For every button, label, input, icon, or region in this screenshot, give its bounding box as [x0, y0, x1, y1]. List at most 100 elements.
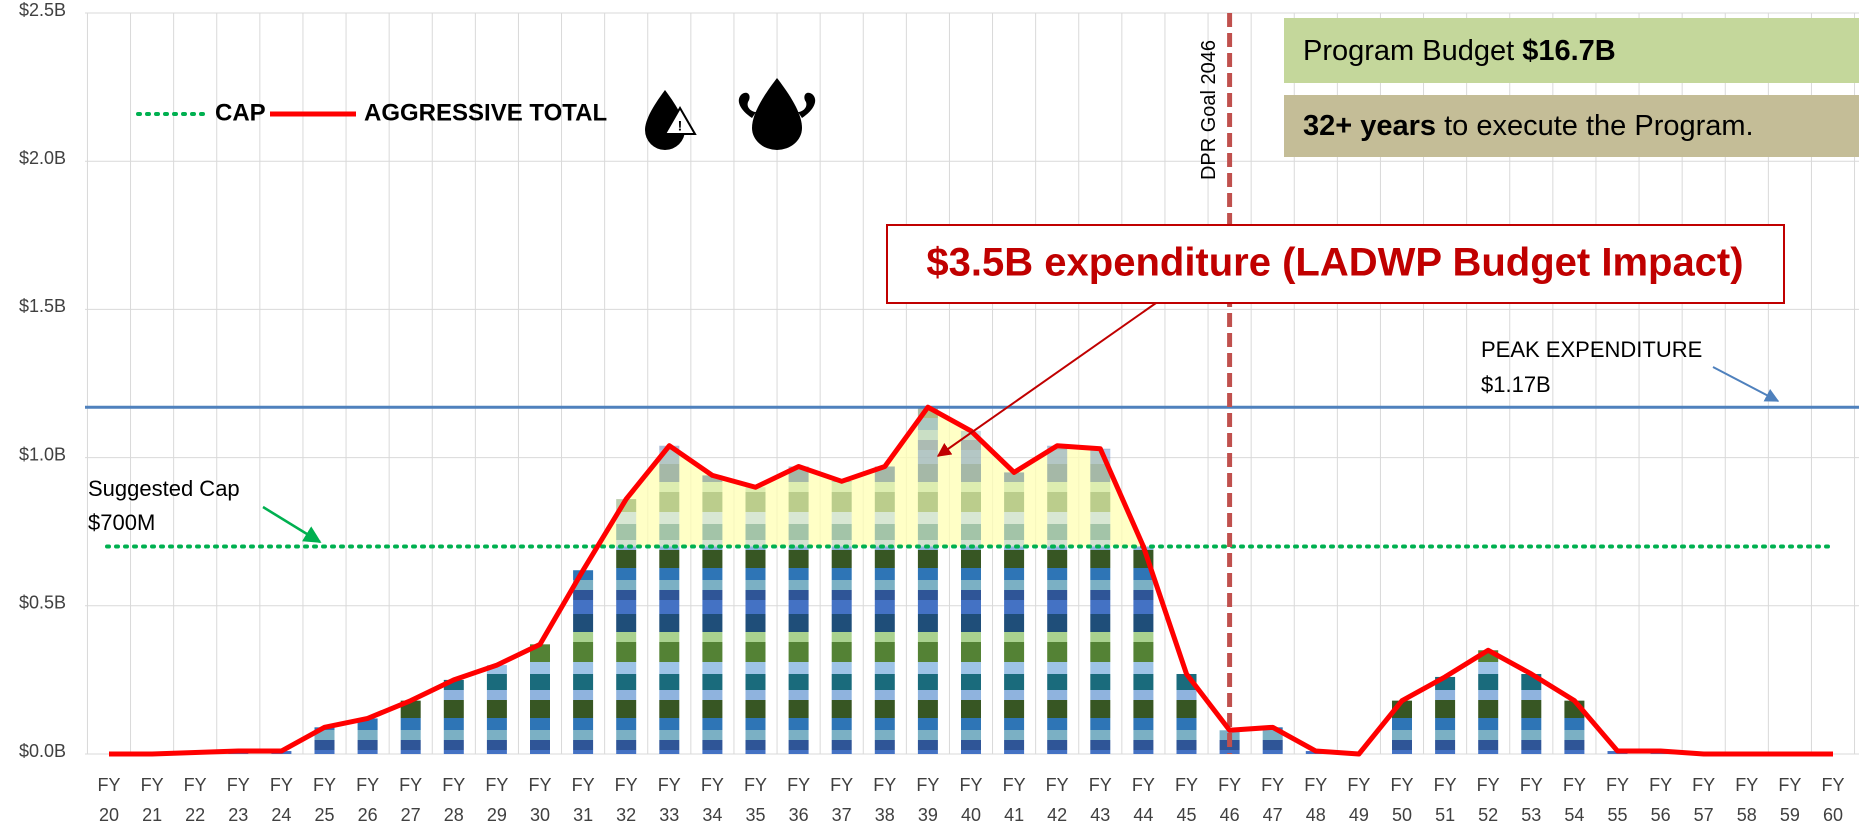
x-tick-label: FY 21 — [140, 775, 164, 825]
budget-box — [1284, 18, 1859, 83]
callout-text: $3.5B expenditure (LADWP Budget Impact) — [926, 241, 1743, 285]
bar — [831, 546, 852, 754]
x-tick-label: FY 36 — [787, 775, 811, 825]
x-tick-label: FY 30 — [528, 775, 552, 825]
bar — [702, 546, 723, 754]
bar-excess — [917, 407, 938, 547]
peak-arrow — [1712, 366, 1780, 402]
x-tick-label: FY 27 — [399, 775, 423, 825]
years-label: to execute the Program. — [1436, 110, 1754, 142]
dpr-goal-label: DPR Goal 2046 — [1198, 40, 1220, 180]
x-tick-label: FY 23 — [226, 775, 250, 825]
x-tick-label: FY 31 — [571, 775, 595, 825]
x-tick-label: FY 49 — [1347, 775, 1371, 825]
bar-excess — [961, 430, 981, 547]
x-tick-label: FY 24 — [269, 775, 293, 825]
legend-total-label: AGGRESSIVE TOTAL — [364, 99, 607, 126]
bar — [573, 570, 594, 754]
x-tick-label: FY 41 — [1002, 775, 1026, 825]
bar — [443, 679, 464, 754]
bar — [659, 546, 680, 754]
y-tick-label: $1.5B — [19, 296, 66, 316]
years-box — [1284, 95, 1859, 157]
bar — [788, 546, 809, 754]
bar — [961, 546, 981, 754]
bar — [874, 546, 895, 754]
bar — [357, 718, 378, 754]
bar — [616, 546, 637, 754]
x-tick-label: FY 22 — [183, 775, 207, 825]
budget-label: Program Budget — [1303, 35, 1522, 67]
x-tick-label: FY 38 — [873, 775, 897, 825]
bar-excess — [874, 466, 895, 547]
x-tick-label: FY 56 — [1649, 775, 1673, 825]
bar-excess — [788, 466, 809, 547]
bar — [1090, 546, 1111, 754]
bar — [745, 546, 766, 754]
bar-excess — [1090, 448, 1111, 547]
x-tick-label: FY 35 — [743, 775, 767, 825]
cap-arrow — [262, 505, 322, 544]
svg-text:!: ! — [678, 118, 683, 134]
bar — [1047, 546, 1068, 754]
y-tick-label: $1.0B — [19, 444, 66, 464]
bar-excess — [659, 445, 680, 547]
years-text: 32+ years to execute the Program. — [1303, 110, 1754, 142]
x-tick-label: FY 55 — [1605, 775, 1629, 825]
x-tick-label: FY 58 — [1735, 775, 1759, 825]
peak-value-label: $1.17B — [1481, 372, 1551, 397]
cap-annotation: Suggested Cap — [88, 476, 240, 501]
x-tick-label: FY 29 — [485, 775, 509, 825]
bar — [314, 727, 335, 754]
bar-excess — [1004, 472, 1025, 547]
bar — [1004, 546, 1025, 754]
bar — [1521, 673, 1542, 754]
icon-strong-drop — [738, 78, 816, 150]
x-tick-label: FY 34 — [700, 775, 724, 825]
bar-excess — [702, 475, 723, 547]
callout-arrow — [936, 302, 1157, 457]
peak-annotation: PEAK EXPENDITURE — [1481, 337, 1702, 362]
legend-cap-label: CAP — [215, 99, 266, 126]
bar-excess — [831, 481, 852, 547]
y-tick-label: $0.0B — [19, 741, 66, 761]
bar-excess — [1047, 445, 1068, 547]
bar — [1133, 546, 1154, 754]
x-tick-label: FY 25 — [312, 775, 336, 825]
cap-value-label: $700M — [88, 510, 155, 535]
bar — [1478, 650, 1499, 754]
bar-excess — [745, 487, 766, 547]
bar — [1176, 673, 1197, 754]
x-tick-label: FY 37 — [830, 775, 854, 825]
x-tick-label: FY 40 — [959, 775, 983, 825]
x-tick-label: FY 28 — [442, 775, 466, 825]
bar — [917, 546, 938, 754]
x-tick-label: FY 48 — [1304, 775, 1328, 825]
callout-box — [886, 224, 1785, 304]
total-line — [109, 404, 1833, 757]
x-tick-label: FY 43 — [1088, 775, 1112, 825]
x-tick-label: FY 32 — [614, 775, 638, 825]
x-tick-label: FY 59 — [1778, 775, 1802, 825]
bar — [1564, 700, 1585, 754]
x-tick-label: FY 54 — [1562, 775, 1586, 825]
icon-drop: ! — [645, 90, 697, 150]
x-tick-label: FY 44 — [1131, 775, 1155, 825]
x-tick-label: FY 53 — [1519, 775, 1543, 825]
y-tick-label: $2.5B — [19, 0, 66, 20]
x-tick-label: FY 47 — [1261, 775, 1285, 825]
bar — [1435, 676, 1456, 754]
x-tick-label: FY 45 — [1174, 775, 1198, 825]
bar — [486, 665, 507, 754]
x-tick-label: FY 33 — [657, 775, 681, 825]
budget-value: $16.7B — [1522, 35, 1616, 67]
x-tick-label: FY 51 — [1433, 775, 1457, 825]
bar — [530, 644, 550, 754]
x-tick-label: FY 50 — [1390, 775, 1414, 825]
x-tick-label: FY 60 — [1821, 775, 1845, 825]
x-tick-label: FY 26 — [356, 775, 380, 825]
bar — [400, 700, 421, 754]
y-tick-label: $2.0B — [19, 148, 66, 168]
